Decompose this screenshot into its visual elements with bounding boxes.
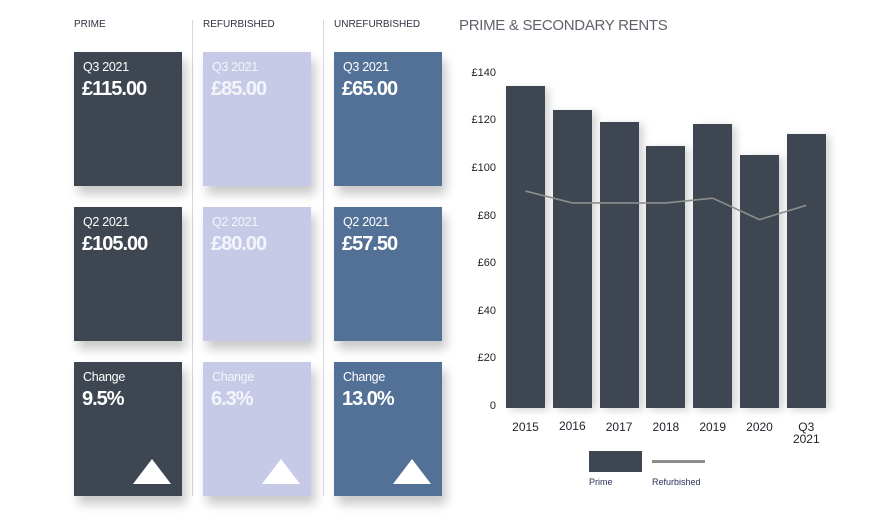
unrefurbished-q3-card: Q3 2021 £65.00 [334,52,442,186]
unrefurbished-q2-card: Q2 2021 £57.50 [334,207,442,341]
card-value: 9.5% [82,388,125,410]
card-label: Change [343,370,385,384]
card-value: 13.0% [342,388,395,410]
card-value: £57.50 [342,233,398,255]
x-tick-label: 2016 [558,419,586,433]
bar [599,122,639,408]
card-label: Q2 2021 [83,215,129,229]
x-tick-label: Q3 2021 [792,420,820,446]
up-triangle-icon [393,459,431,484]
x-tick-label: 2020 [746,420,773,434]
x-tick-label: 2019 [699,420,727,434]
card-label: Change [212,370,254,384]
refurbished-q2-card: Q2 2021 £80.00 [203,207,311,341]
column-header-prime: PRIME [74,19,106,30]
up-triangle-icon [262,459,300,484]
prime-q3-card: Q3 2021 £115.00 [74,52,182,186]
legend-refurbished-swatch [652,460,705,463]
y-tick-label: £120 [471,114,496,127]
card-value: £80.00 [211,233,267,255]
prime-change-card: Change 9.5% [74,362,182,496]
card-label: Q3 2021 [212,60,258,74]
legend-prime-label: Prime [589,477,613,487]
x-tick-label: 2017 [605,420,633,434]
legend-refurbished-label: Refurbished [652,477,701,487]
refurbished-change-card: Change 6.3% [203,362,311,496]
bar [740,155,779,408]
bar [552,110,592,408]
card-value: £115.00 [82,78,147,100]
card-value: £65.00 [342,78,398,100]
x-tick-label: 2018 [652,420,680,434]
card-label: Q2 2021 [212,215,258,229]
card-value: £105.00 [82,233,148,255]
legend-prime-swatch [589,451,642,472]
y-tick-label: £100 [471,162,496,174]
chart-title: PRIME & SECONDARY RENTS [459,17,668,34]
card-value: £85.00 [211,78,267,100]
column-divider [323,20,324,496]
refurbished-q3-card: Q3 2021 £85.00 [203,52,311,186]
card-label: Q3 2021 [343,60,389,74]
bar [646,145,686,408]
card-label: Q2 2021 [343,215,389,229]
bar [693,124,733,408]
y-tick-label: £20 [477,352,496,365]
column-header-unrefurbished: UNREFURBISHED [334,19,421,30]
y-tick-label: £80 [477,209,496,222]
card-value: 6.3% [211,388,254,410]
up-triangle-icon [133,459,171,484]
card-label: Q3 2021 [83,60,129,74]
bar [506,86,545,408]
card-label: Change [83,370,125,384]
x-tick-label: 2015 [512,420,539,434]
y-tick-label: £140 [471,66,496,79]
y-tick-label: £40 [477,304,496,317]
unrefurbished-change-card: Change 13.0% [334,362,442,496]
prime-q2-card: Q2 2021 £105.00 [74,207,182,341]
column-divider [192,20,193,496]
y-tick-label: 0 [489,400,496,412]
bar [786,133,826,408]
column-header-refurbished: REFURBISHED [203,19,275,30]
y-tick-label: £60 [477,257,496,270]
